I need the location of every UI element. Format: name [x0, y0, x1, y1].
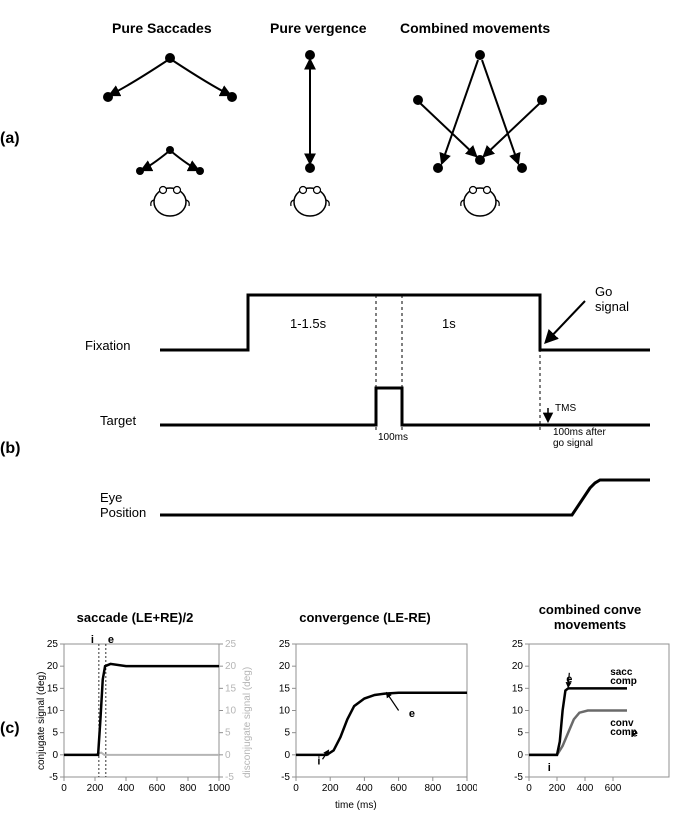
svg-text:25: 25 — [47, 639, 59, 650]
svg-text:15: 15 — [225, 683, 237, 694]
chart-convergence-title: convergence (LE-RE) — [265, 610, 465, 625]
svg-text:i: i — [91, 634, 94, 646]
chart-saccade: -5-5005510101515202025250200400600800100… — [30, 630, 245, 805]
svg-text:20: 20 — [47, 661, 59, 672]
panel-c-label: (c) — [0, 720, 20, 738]
svg-text:5: 5 — [225, 728, 231, 739]
svg-text:200: 200 — [322, 783, 339, 794]
svg-text:0: 0 — [526, 783, 532, 794]
svg-text:5: 5 — [517, 728, 523, 739]
svg-text:5: 5 — [284, 728, 290, 739]
svg-text:0: 0 — [284, 750, 290, 761]
svg-text:600: 600 — [390, 783, 407, 794]
svg-text:-5: -5 — [281, 772, 290, 783]
svg-text:25: 25 — [225, 639, 237, 650]
svg-text:comp: comp — [610, 727, 637, 738]
svg-text:600: 600 — [149, 783, 166, 794]
chart-convergence: -5051015202502004006008001000ie — [262, 630, 477, 805]
y-axis-left-label: conjugate signal (deg) — [36, 672, 47, 770]
svg-text:0: 0 — [225, 750, 231, 761]
svg-text:1000: 1000 — [208, 783, 231, 794]
chart-saccade-title: saccade (LE+RE)/2 — [35, 610, 235, 625]
svg-text:800: 800 — [424, 783, 441, 794]
svg-text:200: 200 — [549, 783, 566, 794]
x-axis-label: time (ms) — [335, 800, 377, 811]
svg-text:0: 0 — [517, 750, 523, 761]
fixation-label: Fixation — [85, 338, 131, 353]
svg-text:10: 10 — [225, 706, 237, 717]
svg-text:200: 200 — [87, 783, 104, 794]
svg-text:20: 20 — [225, 661, 237, 672]
y-axis-right-label: disconjugate signal (deg) — [242, 667, 253, 778]
svg-text:15: 15 — [279, 683, 291, 694]
svg-text:20: 20 — [279, 661, 291, 672]
svg-text:400: 400 — [118, 783, 135, 794]
svg-text:e: e — [108, 634, 114, 646]
svg-text:15: 15 — [512, 683, 524, 694]
svg-text:600: 600 — [605, 783, 622, 794]
svg-text:10: 10 — [47, 706, 59, 717]
svg-text:0: 0 — [61, 783, 67, 794]
svg-text:5: 5 — [52, 728, 58, 739]
chart-combined-title: combined conve movements — [500, 602, 679, 632]
svg-text:0: 0 — [293, 783, 299, 794]
svg-text:-5: -5 — [514, 772, 523, 783]
svg-text:0: 0 — [52, 750, 58, 761]
svg-text:i: i — [317, 755, 320, 767]
svg-text:800: 800 — [180, 783, 197, 794]
svg-text:15: 15 — [47, 683, 59, 694]
svg-text:25: 25 — [512, 639, 524, 650]
heading-pure-vergence: Pure vergence — [270, 20, 367, 36]
panel-a-label: (a) — [0, 130, 20, 148]
svg-text:20: 20 — [512, 661, 524, 672]
panel-b-timing — [140, 280, 660, 540]
svg-text:1000: 1000 — [456, 783, 477, 794]
svg-text:10: 10 — [512, 706, 524, 717]
svg-text:i: i — [548, 762, 551, 774]
heading-pure-saccades: Pure Saccades — [112, 20, 212, 36]
svg-text:25: 25 — [279, 639, 291, 650]
svg-text:comp: comp — [610, 676, 637, 687]
svg-text:-5: -5 — [225, 772, 234, 783]
target-label: Target — [100, 413, 136, 428]
svg-text:10: 10 — [279, 706, 291, 717]
chart-combined: -505101520250200400600ieesacccompconvcom… — [495, 630, 679, 805]
panel-a-diagram — [60, 40, 620, 230]
svg-text:400: 400 — [356, 783, 373, 794]
svg-text:400: 400 — [577, 783, 594, 794]
panel-b-label: (b) — [0, 440, 20, 458]
heading-combined: Combined movements — [400, 20, 550, 36]
svg-text:-5: -5 — [49, 772, 58, 783]
svg-text:e: e — [409, 708, 415, 720]
